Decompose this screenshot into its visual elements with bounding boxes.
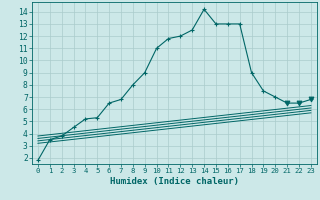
- X-axis label: Humidex (Indice chaleur): Humidex (Indice chaleur): [110, 177, 239, 186]
